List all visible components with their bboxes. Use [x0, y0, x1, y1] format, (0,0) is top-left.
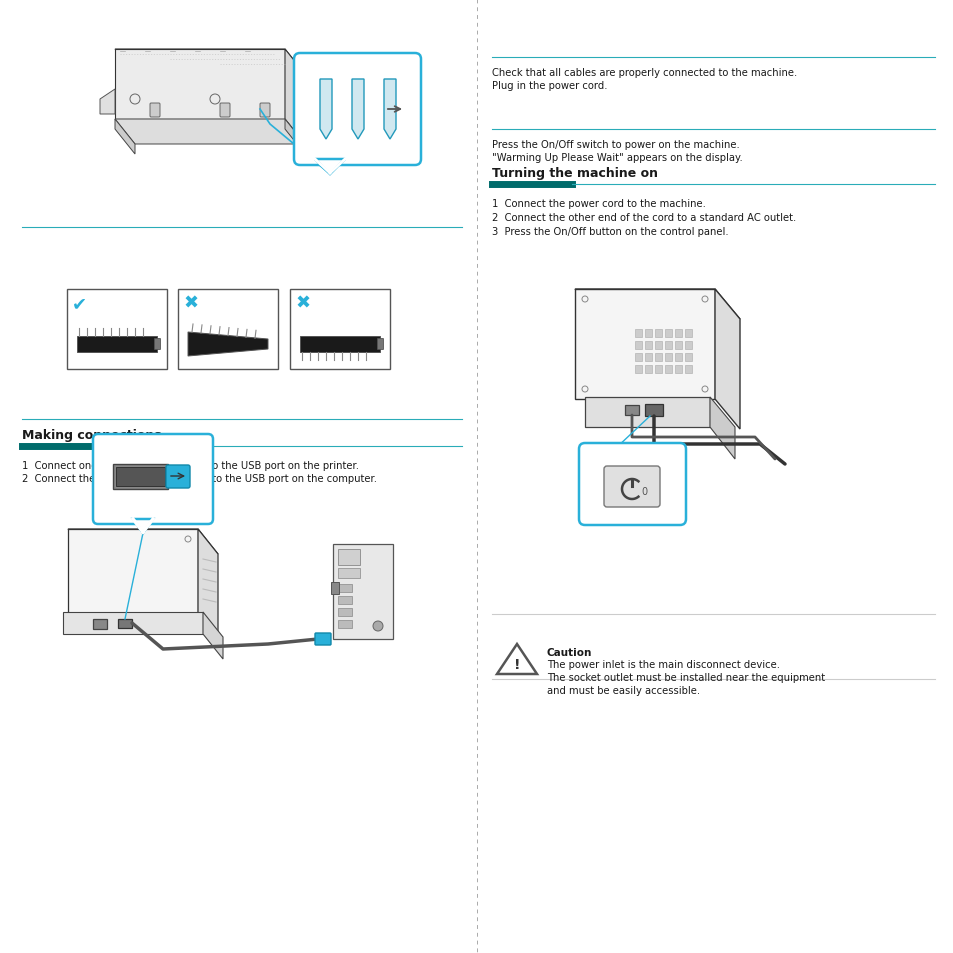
- Polygon shape: [285, 120, 305, 154]
- FancyBboxPatch shape: [115, 467, 165, 487]
- Polygon shape: [714, 290, 740, 430]
- FancyBboxPatch shape: [150, 104, 160, 118]
- FancyBboxPatch shape: [664, 341, 672, 350]
- FancyBboxPatch shape: [68, 529, 198, 615]
- FancyBboxPatch shape: [634, 330, 641, 338]
- Text: 3  Press the On/Off button on the control panel.: 3 Press the On/Off button on the control…: [492, 227, 728, 236]
- FancyBboxPatch shape: [377, 339, 383, 350]
- Polygon shape: [132, 519, 152, 534]
- Text: ✖: ✖: [183, 294, 198, 313]
- FancyBboxPatch shape: [664, 330, 672, 338]
- FancyBboxPatch shape: [314, 634, 331, 645]
- FancyBboxPatch shape: [684, 341, 692, 350]
- FancyBboxPatch shape: [584, 397, 710, 428]
- Text: Caution: Caution: [546, 647, 592, 658]
- Text: Press the On/Off switch to power on the machine.: Press the On/Off switch to power on the …: [492, 140, 739, 150]
- Text: The socket outlet must be installed near the equipment: The socket outlet must be installed near…: [546, 672, 824, 682]
- Text: Plug in the power cord.: Plug in the power cord.: [492, 81, 607, 91]
- Text: 2  Connect the other end of the cord to a standard AC outlet.: 2 Connect the other end of the cord to a…: [492, 213, 796, 223]
- FancyBboxPatch shape: [644, 365, 652, 374]
- Text: ✖: ✖: [294, 294, 310, 313]
- Polygon shape: [115, 50, 305, 75]
- FancyBboxPatch shape: [290, 290, 390, 370]
- Polygon shape: [497, 644, 537, 675]
- Polygon shape: [115, 120, 305, 145]
- FancyBboxPatch shape: [644, 404, 662, 416]
- FancyBboxPatch shape: [674, 330, 681, 338]
- Text: The power inlet is the main disconnect device.: The power inlet is the main disconnect d…: [546, 659, 780, 669]
- FancyBboxPatch shape: [644, 354, 652, 362]
- FancyBboxPatch shape: [634, 365, 641, 374]
- FancyBboxPatch shape: [674, 341, 681, 350]
- Polygon shape: [115, 120, 135, 154]
- FancyBboxPatch shape: [337, 608, 352, 617]
- Polygon shape: [188, 333, 268, 356]
- FancyBboxPatch shape: [178, 290, 277, 370]
- FancyBboxPatch shape: [654, 341, 661, 350]
- Text: Check that all cables are properly connected to the machine.: Check that all cables are properly conne…: [492, 68, 797, 78]
- Polygon shape: [352, 80, 364, 140]
- Polygon shape: [319, 80, 332, 140]
- Polygon shape: [384, 80, 395, 140]
- FancyBboxPatch shape: [117, 619, 132, 629]
- FancyBboxPatch shape: [664, 354, 672, 362]
- FancyBboxPatch shape: [654, 365, 661, 374]
- Polygon shape: [203, 613, 223, 659]
- FancyBboxPatch shape: [294, 54, 420, 166]
- FancyBboxPatch shape: [634, 341, 641, 350]
- Polygon shape: [285, 50, 305, 145]
- FancyBboxPatch shape: [684, 330, 692, 338]
- FancyBboxPatch shape: [674, 354, 681, 362]
- FancyBboxPatch shape: [76, 336, 157, 353]
- Text: and must be easily accessible.: and must be easily accessible.: [546, 685, 700, 696]
- FancyBboxPatch shape: [644, 330, 652, 338]
- FancyBboxPatch shape: [624, 405, 639, 416]
- Polygon shape: [198, 530, 218, 639]
- Text: "Warming Up Please Wait" appears on the display.: "Warming Up Please Wait" appears on the …: [492, 152, 742, 163]
- FancyBboxPatch shape: [684, 354, 692, 362]
- Text: !: !: [514, 658, 519, 671]
- FancyBboxPatch shape: [337, 568, 360, 578]
- FancyBboxPatch shape: [166, 465, 190, 489]
- FancyBboxPatch shape: [337, 584, 352, 593]
- Polygon shape: [100, 90, 115, 115]
- FancyBboxPatch shape: [654, 354, 661, 362]
- FancyBboxPatch shape: [684, 365, 692, 374]
- FancyBboxPatch shape: [63, 612, 203, 635]
- FancyBboxPatch shape: [574, 290, 715, 400]
- FancyBboxPatch shape: [578, 443, 685, 525]
- FancyBboxPatch shape: [337, 596, 352, 604]
- FancyBboxPatch shape: [634, 354, 641, 362]
- Text: Turning the machine on: Turning the machine on: [492, 167, 658, 180]
- Text: 0: 0: [640, 486, 646, 497]
- Text: 1  Connect one end of the USB cable to the USB port on the printer.: 1 Connect one end of the USB cable to th…: [22, 460, 358, 471]
- FancyBboxPatch shape: [220, 104, 230, 118]
- FancyBboxPatch shape: [333, 544, 393, 639]
- FancyBboxPatch shape: [112, 464, 168, 490]
- FancyBboxPatch shape: [154, 339, 160, 350]
- FancyBboxPatch shape: [260, 104, 270, 118]
- FancyBboxPatch shape: [299, 336, 380, 353]
- Text: Making connections: Making connections: [22, 429, 161, 441]
- FancyBboxPatch shape: [664, 365, 672, 374]
- FancyBboxPatch shape: [644, 341, 652, 350]
- FancyBboxPatch shape: [67, 290, 167, 370]
- FancyBboxPatch shape: [92, 619, 107, 630]
- FancyBboxPatch shape: [654, 330, 661, 338]
- FancyBboxPatch shape: [92, 435, 213, 524]
- FancyBboxPatch shape: [331, 582, 339, 595]
- Text: 2  Connect the other end of the cable to the USB port on the computer.: 2 Connect the other end of the cable to …: [22, 474, 376, 483]
- Text: ✔: ✔: [71, 294, 87, 313]
- Polygon shape: [314, 160, 345, 174]
- FancyBboxPatch shape: [337, 549, 360, 566]
- FancyBboxPatch shape: [337, 620, 352, 629]
- Polygon shape: [575, 290, 740, 319]
- Polygon shape: [709, 397, 734, 459]
- Polygon shape: [115, 50, 285, 120]
- Text: 1  Connect the power cord to the machine.: 1 Connect the power cord to the machine.: [492, 199, 705, 209]
- FancyBboxPatch shape: [674, 365, 681, 374]
- FancyBboxPatch shape: [603, 467, 659, 507]
- Circle shape: [373, 621, 382, 631]
- Polygon shape: [68, 530, 218, 555]
